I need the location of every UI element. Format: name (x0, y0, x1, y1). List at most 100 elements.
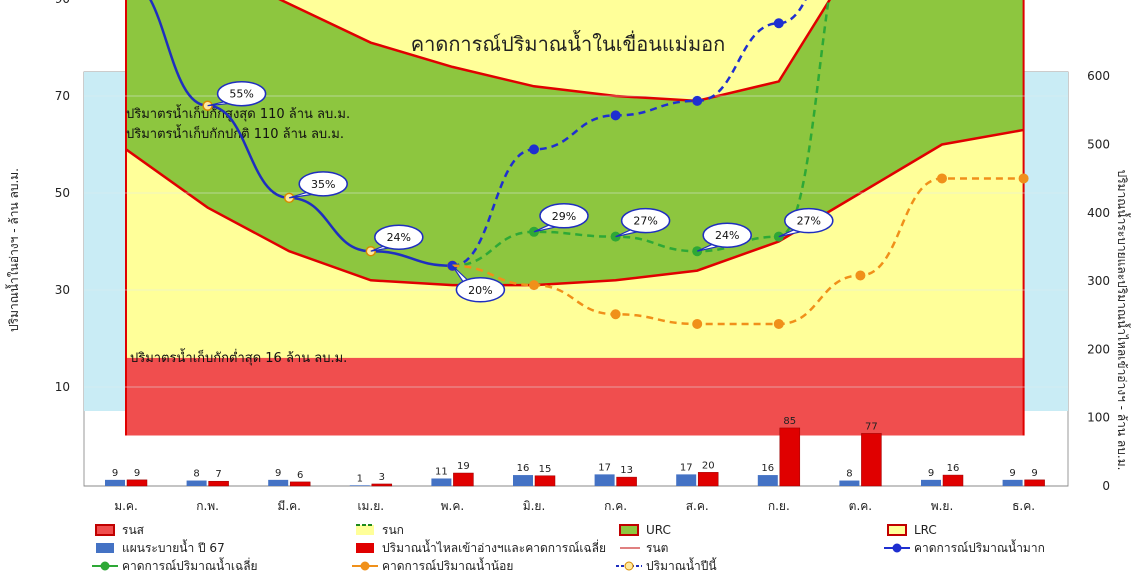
x-tick-label: ก.ค. (604, 499, 627, 513)
series-line-0 (149, 0, 453, 267)
bar-outflow-label: 16 (517, 463, 530, 474)
bar-inflow-label: 6 (297, 470, 303, 481)
series-point-3 (1018, 173, 1029, 184)
callout-bubble (216, 80, 267, 107)
y-left-tick: 30 (55, 283, 70, 297)
bar-inflow-label: 9 (1031, 468, 1037, 479)
legend-swatch (356, 525, 374, 535)
legend-label-high: คาดการณ์ปริมาณน้ำมาก (914, 539, 1045, 555)
bar-inflow-label: 19 (457, 461, 470, 472)
y-right-label: ปริมาณน้ำระบายและปริมาณน้ำไหลเข้าอ่างฯ -… (1115, 170, 1131, 471)
bar-inflow-label: 13 (620, 465, 633, 476)
x-tick-label: ม.ค. (114, 499, 138, 513)
legend-label-rns: รนส (122, 523, 145, 537)
bar-inflow (126, 479, 148, 487)
bar-inflow (861, 433, 882, 487)
x-tick-label: มี.ค. (277, 499, 301, 513)
min-storage-zone (126, 357, 1024, 436)
bar-outflow (268, 479, 289, 486)
legend-swatch-dot (624, 561, 634, 571)
series-point-3 (937, 173, 947, 184)
bar-outflow-label: 9 (928, 468, 934, 479)
bar-outflow (921, 479, 941, 486)
callout-label: 55% (229, 88, 253, 101)
bar-inflow-label: 20 (702, 460, 715, 471)
y-right-tick: 500 (1087, 138, 1110, 152)
callout-bubble (784, 207, 834, 234)
bar-outflow (349, 485, 370, 486)
y-right-tick: 300 (1087, 274, 1110, 288)
bar-inflow (289, 481, 311, 487)
bar-outflow (839, 480, 860, 486)
bar-inflow-label: 3 (379, 472, 385, 483)
y-left-tick: 90 (55, 0, 70, 6)
bar-outflow-label: 8 (846, 469, 852, 480)
callout-label: 29% (552, 210, 576, 223)
x-tick-label: มิ.ย. (523, 499, 546, 513)
urc-line (278, 0, 832, 103)
bar-outflow-label: 16 (761, 463, 774, 474)
bar-inflow (453, 472, 474, 487)
bar-inflow-label: 77 (865, 421, 878, 432)
y-right-tick: 100 (1087, 411, 1110, 425)
bar-outflow-label: 9 (275, 468, 281, 479)
legend-label-avg: คาดการณ์ปริมาณน้ำเฉลี่ย (122, 557, 258, 573)
bar-outflow-label: 9 (1009, 468, 1015, 479)
bar-inflow-label: 9 (134, 468, 140, 479)
y-right-tick: 400 (1087, 206, 1110, 220)
series-point-1 (610, 110, 621, 121)
bar-outflow-label: 17 (598, 462, 611, 473)
bar-outflow (431, 478, 452, 486)
y-left-tick: 10 (55, 380, 70, 394)
bar-inflow (208, 480, 229, 487)
legend-label-low: คาดการณ์ปริมาณน้ำน้อย (382, 557, 513, 573)
chart-title: คาดการณ์ปริมาณน้ำในเขื่อนแม่มอก (410, 32, 726, 56)
bar-outflow-label: 9 (112, 468, 118, 479)
bar-outflow (105, 479, 125, 486)
legend-swatch-dot (100, 561, 110, 571)
bar-inflow (616, 476, 637, 487)
callout-bubble (374, 224, 424, 250)
legend-swatch (887, 524, 907, 536)
y-left-tick: 50 (55, 186, 70, 200)
series-point-3 (855, 270, 866, 281)
bar-inflow-label: 85 (783, 416, 796, 427)
callout-bubble (455, 277, 506, 303)
callout-bubble (620, 207, 671, 234)
series-line-3 (452, 177, 1024, 326)
x-tick-label: ธ.ค. (1012, 499, 1035, 513)
series-point-3 (773, 318, 784, 329)
bar-inflow (942, 474, 964, 487)
y-right-tick: 600 (1087, 69, 1110, 83)
legend-swatch (619, 524, 639, 536)
bar-outflow-label: 8 (193, 469, 199, 480)
bar-outflow (513, 475, 533, 486)
x-tick-label: ก.ย. (768, 499, 790, 513)
callout-label: 20% (468, 284, 492, 297)
bar-outflow-label: 1 (357, 473, 363, 484)
bar-inflow (371, 483, 393, 487)
legend-label-urc: URC (646, 523, 671, 537)
bar-outflow (594, 474, 615, 486)
bar-inflow-label: 7 (215, 469, 221, 480)
bar-inflow-label: 16 (947, 463, 960, 474)
series-point-3 (692, 318, 703, 329)
lrc-line (125, 128, 1024, 287)
callout-label: 24% (387, 231, 411, 244)
legend-label-rnk: รนก (382, 523, 404, 537)
callout-label: 27% (797, 215, 821, 228)
bar-inflow-label: 15 (539, 464, 552, 475)
max-capacity-label: ปริมาตรน้ำเก็บกักสูงสุด 110 ล้าน ลบ.ม. (126, 104, 350, 122)
normal-capacity-label: ปริมาตรน้ำเก็บกักปกติ 110 ล้าน ลบ.ม. (126, 124, 344, 142)
legend-swatch (95, 524, 115, 536)
x-tick-label: พ.ย. (931, 499, 954, 513)
bar-outflow (757, 475, 778, 486)
bar-outflow (1002, 479, 1023, 486)
x-tick-label: ก.พ. (196, 499, 219, 513)
series-point-3 (610, 309, 621, 320)
legend-swatch-dot (360, 561, 370, 571)
x-tick-label: ต.ค. (849, 499, 872, 513)
y-right-tick: 0 (1102, 479, 1110, 493)
y-left-tick: 70 (55, 89, 70, 103)
legend-swatch (356, 543, 374, 553)
